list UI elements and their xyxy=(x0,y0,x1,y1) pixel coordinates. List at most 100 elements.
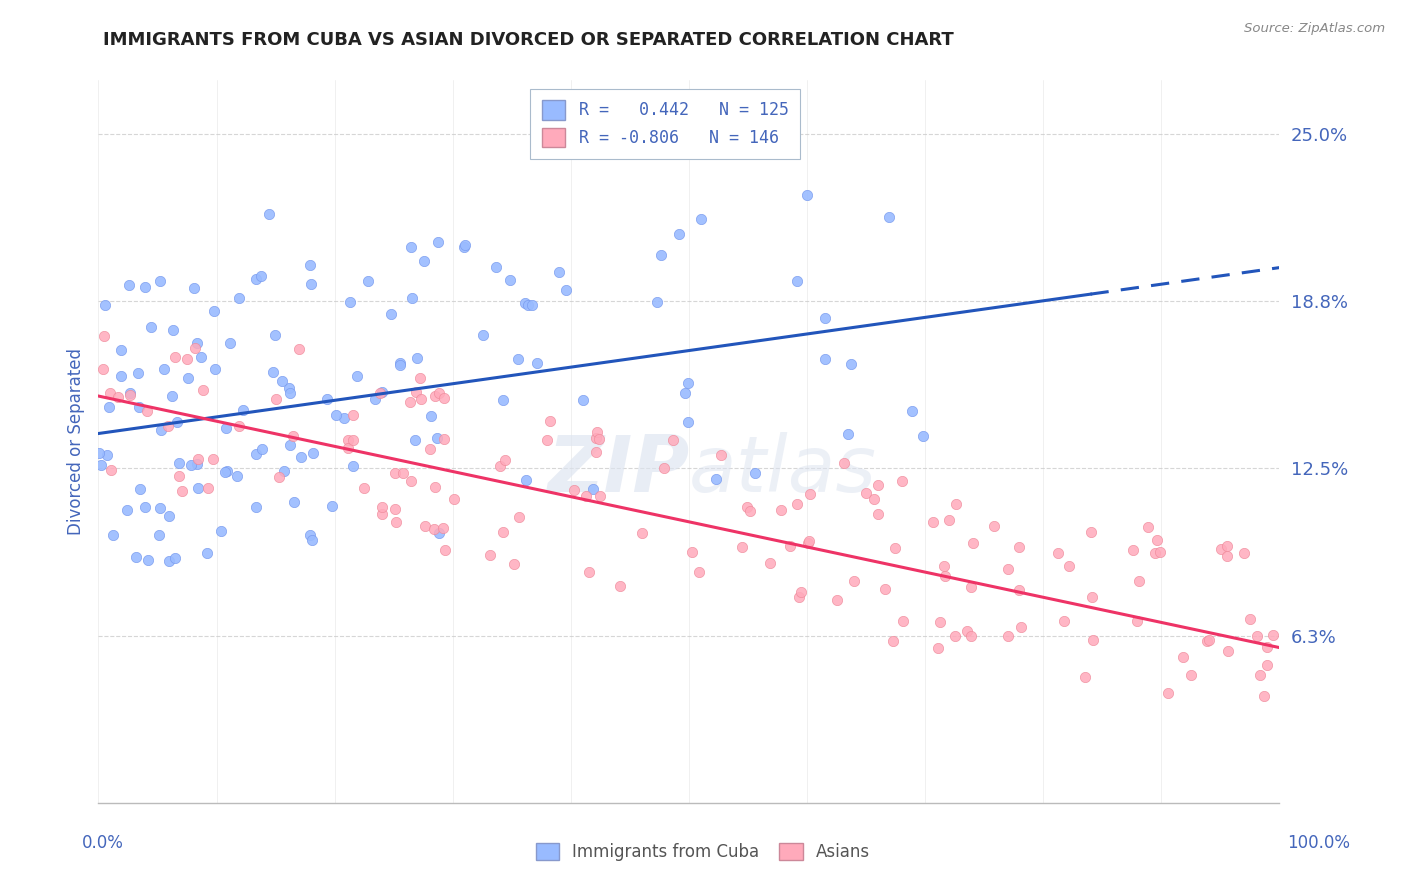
Point xyxy=(163,551,186,566)
Point xyxy=(184,342,207,356)
Point xyxy=(176,371,198,385)
Point xyxy=(1180,668,1202,682)
Point xyxy=(110,369,132,384)
Point xyxy=(1126,614,1149,628)
Point xyxy=(668,227,690,241)
Point xyxy=(678,376,700,390)
Point xyxy=(1008,582,1031,597)
Point xyxy=(298,258,321,272)
Point xyxy=(586,425,609,439)
Point xyxy=(911,428,934,442)
Point xyxy=(339,294,361,309)
Point xyxy=(650,248,672,262)
Point xyxy=(336,433,359,447)
Point xyxy=(250,442,273,457)
Point xyxy=(187,481,209,495)
Point xyxy=(492,524,515,539)
Point xyxy=(204,362,226,376)
Point xyxy=(882,633,904,648)
Point xyxy=(814,352,837,367)
Point xyxy=(115,503,138,517)
Point xyxy=(1143,546,1166,560)
Point xyxy=(401,240,423,254)
Point xyxy=(943,629,966,643)
Point xyxy=(245,272,267,286)
Point xyxy=(98,385,121,400)
Point xyxy=(388,358,411,372)
Point xyxy=(1209,541,1232,556)
Point xyxy=(160,389,183,403)
Point xyxy=(409,392,432,406)
Point xyxy=(1171,649,1194,664)
Point xyxy=(388,355,411,369)
Point xyxy=(384,466,406,480)
Point xyxy=(342,459,364,474)
Point xyxy=(562,483,585,497)
Point xyxy=(404,434,426,448)
Point xyxy=(427,525,450,540)
Point xyxy=(401,291,423,305)
Point xyxy=(273,464,295,478)
Point xyxy=(425,480,447,494)
Point xyxy=(134,279,156,293)
Point xyxy=(190,350,212,364)
Point xyxy=(180,458,202,473)
Point xyxy=(922,516,945,530)
Point xyxy=(738,504,761,518)
Point xyxy=(195,546,218,560)
Point xyxy=(232,403,254,417)
Point xyxy=(645,295,668,310)
Point xyxy=(1149,545,1171,559)
Point xyxy=(928,615,950,629)
Point xyxy=(1239,612,1261,626)
Point xyxy=(93,329,115,343)
Point xyxy=(786,274,808,288)
Point xyxy=(302,446,325,460)
Point xyxy=(1216,539,1239,553)
Point xyxy=(262,366,284,380)
Point xyxy=(1157,685,1180,699)
Legend: Immigrants from Cuba, Asians: Immigrants from Cuba, Asians xyxy=(529,836,877,868)
Point xyxy=(841,357,863,371)
Point xyxy=(547,265,569,279)
Point xyxy=(662,434,685,448)
Point xyxy=(370,385,392,400)
Point xyxy=(298,528,321,542)
Point xyxy=(128,400,150,414)
Point xyxy=(98,400,121,414)
Point xyxy=(419,442,441,456)
Point xyxy=(156,418,179,433)
Point xyxy=(790,585,813,599)
Point xyxy=(825,593,848,607)
Point xyxy=(301,533,323,548)
Point xyxy=(575,489,598,503)
Point xyxy=(219,335,242,350)
Point xyxy=(1073,670,1095,684)
Point xyxy=(399,475,422,489)
Point xyxy=(127,366,149,380)
Point xyxy=(167,457,190,471)
Point xyxy=(1253,690,1275,704)
Point xyxy=(779,539,801,553)
Point xyxy=(704,472,727,486)
Point xyxy=(371,500,394,514)
Point xyxy=(555,283,578,297)
Point xyxy=(433,391,456,405)
Point xyxy=(453,240,475,254)
Point xyxy=(107,390,129,404)
Point xyxy=(731,540,754,554)
Point xyxy=(690,211,713,226)
Point xyxy=(315,392,337,406)
Text: 0.0%: 0.0% xyxy=(82,834,124,852)
Point xyxy=(1195,634,1218,648)
Point xyxy=(432,521,454,535)
Point xyxy=(578,566,600,580)
Point xyxy=(814,310,837,325)
Point xyxy=(997,562,1019,576)
Point xyxy=(426,431,449,445)
Point xyxy=(187,451,209,466)
Point xyxy=(1053,615,1076,629)
Point xyxy=(94,298,117,312)
Point xyxy=(875,582,897,596)
Point xyxy=(96,448,118,462)
